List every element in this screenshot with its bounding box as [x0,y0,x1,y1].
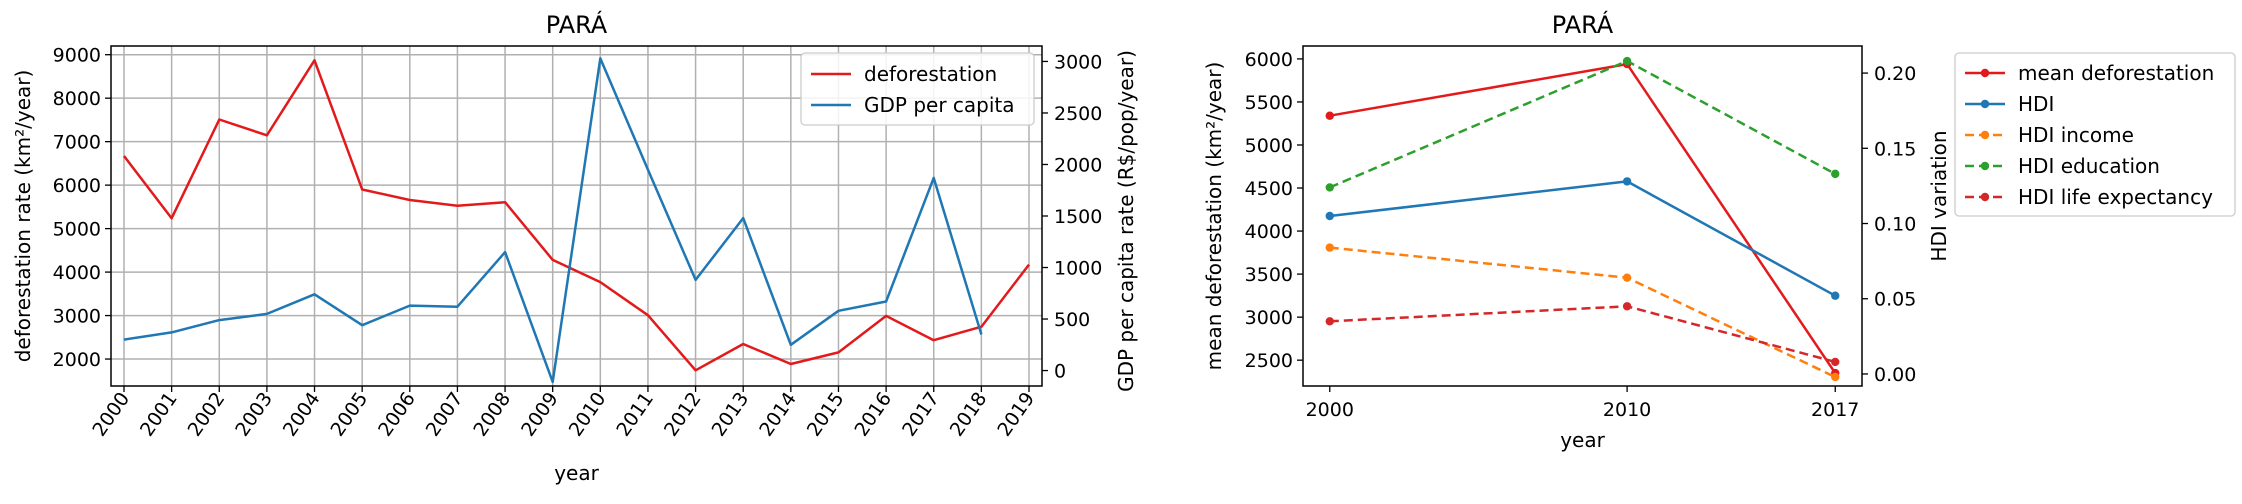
legend-box-2 [1954,52,2236,217]
data-point-hdi-life-expectancy [1831,357,1840,367]
x-tick-label: 2002 [184,388,230,440]
x-tick-label: 2005 [326,388,372,440]
x-tick-label: 2014 [755,388,801,440]
x-tick-label: 2010 [1603,399,1651,421]
legend-marker [1980,68,1990,78]
y-tick-label: 5500 [1245,92,1293,114]
y-axis-label: deforestation rate (km²/year) [11,70,35,363]
y2-tick-label: 0.10 [1874,214,1916,236]
x-tick-label: 2009 [517,388,563,440]
y2-tick-label: 0.05 [1874,289,1916,311]
legend-label: HDI [2018,92,2054,116]
data-point-hdi-life-expectancy [1325,317,1334,326]
x-tick-label: 2013 [708,388,754,440]
legend-label: HDI education [2018,154,2160,178]
y-tick-label: 5000 [1245,135,1293,157]
data-point-hdi [1831,291,1840,300]
legend-label: deforestation [864,62,997,86]
data-point-hdi-income [1831,372,1840,382]
chart-title: PARÁ [546,10,608,39]
y-tick-label: 3000 [53,306,101,328]
data-point-hdi [1325,211,1334,221]
y-tick-label: 2500 [1245,350,1293,372]
y-tick-label: 9000 [53,45,101,67]
data-point-hdi-education [1831,169,1840,179]
data-point-hdi [1622,177,1632,186]
series-line-hdi-income [1329,246,1836,379]
y-tick-label: 4000 [1245,221,1293,243]
y2-tick-label: 0.00 [1874,364,1916,386]
x-axis-label: year [554,461,599,485]
x-tick-label: 2011 [612,388,658,440]
y2-axis-label: GDP per capita rate (R$/pop/year) [1114,50,1138,392]
legend-box [800,52,1035,126]
data-point-hdi-education [1325,183,1334,192]
data-point-hdi-income [1325,243,1334,252]
y-tick-label: 6000 [1245,49,1293,71]
y-tick-label: 8000 [53,88,101,110]
series-line-hdi-life-expectancy [1329,305,1836,364]
x-tick-label: 2017 [898,388,944,440]
series-line-hdi-education [1329,59,1836,189]
legend-marker [1980,99,1990,109]
y-tick-label: 6000 [53,175,101,197]
series-line-hdi [1329,180,1836,297]
x-tick-label: 2015 [803,388,849,440]
data-point-hdi-life-expectancy [1622,302,1632,311]
y2-tick-label: 0 [1054,361,1066,383]
y2-tick-label: 1500 [1054,206,1102,228]
x-tick-label: 2000 [1306,399,1354,421]
legend-marker [1980,161,1990,171]
y-tick-label: 7000 [53,132,101,154]
legend-label: HDI life expectancy [2018,185,2213,209]
x-tick-label: 2012 [660,388,706,440]
x-axis-label: year [1560,428,1605,452]
y-tick-label: 4500 [1245,178,1293,200]
x-tick-label: 2001 [136,388,182,440]
x-tick-label: 2017 [1811,399,1859,421]
y-tick-label: 3500 [1245,264,1293,286]
y-tick-label: 2000 [53,349,101,371]
data-point-hdi-education [1622,56,1632,66]
x-tick-label: 2003 [231,388,277,440]
x-tick-label: 2010 [565,388,611,440]
y-axis-label: mean deforestation (km²/year) [1202,62,1226,371]
x-tick-label: 2004 [279,388,325,440]
y-tick-label: 4000 [53,262,101,284]
x-tick-label: 2000 [88,388,134,440]
plot-frame-2 [1302,45,1863,387]
legend-label: HDI income [2018,123,2134,147]
y2-tick-label: 500 [1054,309,1090,331]
x-tick-label: 2018 [946,388,992,440]
series-line-gdp-per-capita [123,57,983,384]
legend-label: mean deforestation [2018,61,2214,85]
x-tick-label: 2006 [374,388,420,440]
chart-title: PARÁ [1552,10,1614,39]
y2-axis-label: HDI variation [1927,130,1951,261]
x-tick-label: 2007 [422,388,468,440]
y2-tick-label: 0.20 [1874,63,1916,85]
data-point-mean-deforestation [1325,111,1334,120]
y2-tick-label: 3000 [1054,51,1102,73]
data-point-hdi-income [1622,273,1632,282]
legend-marker [1980,130,1990,140]
series-line-deforestation [123,59,1030,372]
legend-marker [1980,192,1990,202]
legend-label: GDP per capita [864,93,1015,117]
x-tick-label: 2019 [993,388,1039,440]
y-tick-label: 5000 [53,219,101,241]
y2-tick-label: 2500 [1054,103,1102,125]
x-tick-label: 2016 [850,388,896,440]
y2-tick-label: 2000 [1054,154,1102,176]
series-line-mean-deforestation [1329,62,1837,374]
x-tick-label: 2008 [469,388,515,440]
y-tick-label: 3000 [1245,307,1293,329]
y2-tick-label: 1000 [1054,258,1102,280]
y2-tick-label: 0.15 [1874,138,1916,160]
